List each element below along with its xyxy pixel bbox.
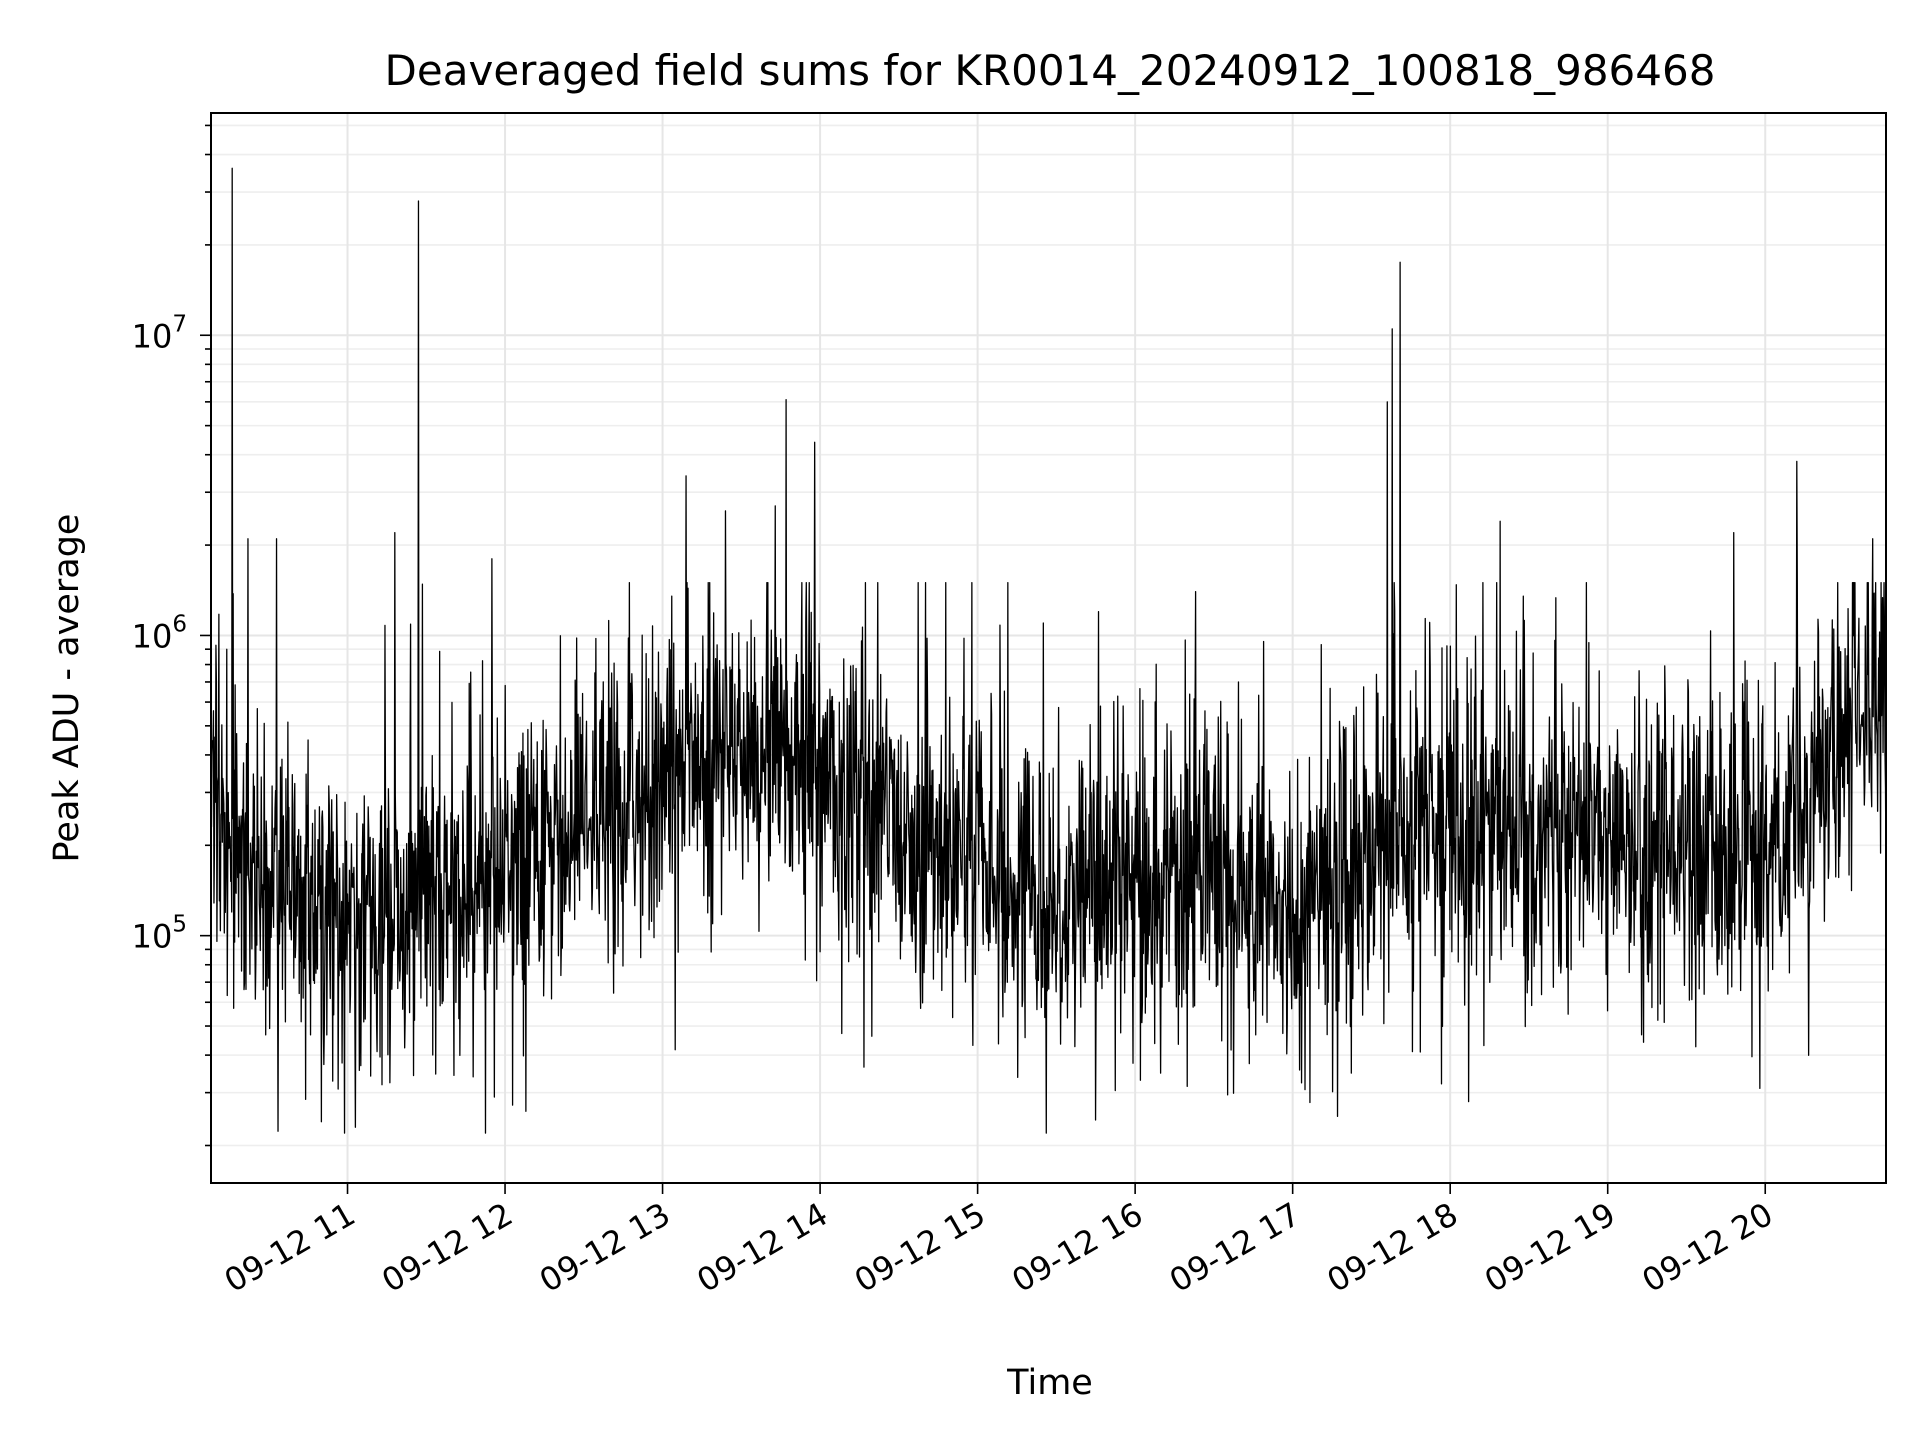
grid-lines: [211, 113, 1886, 1183]
y-axis-label: Peak ADU - average: [47, 514, 87, 863]
y-tick-label: 107: [132, 311, 187, 355]
chart-title: Deaveraged field sums for KR0014_2024091…: [385, 46, 1716, 95]
axis-ticks: [200, 124, 1767, 1194]
series-line: [210, 167, 1887, 1134]
series-layer: [210, 167, 1887, 1134]
y-tick-label: 105: [132, 912, 187, 956]
plot-frame: [210, 112, 1887, 1184]
y-tick-label: 106: [132, 611, 187, 655]
x-axis-label: Time: [1006, 1363, 1093, 1403]
